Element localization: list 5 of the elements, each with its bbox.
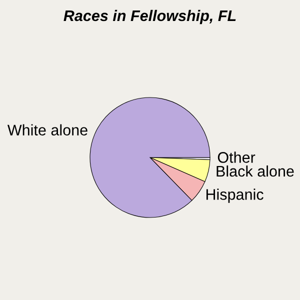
slice-label: Other [218,152,256,163]
slice-label: Hispanic [206,188,264,203]
chart-title: Races in Fellowship, FL [64,10,236,24]
slice-label: Black alone [216,165,294,177]
slice-label: White alone [7,124,88,136]
